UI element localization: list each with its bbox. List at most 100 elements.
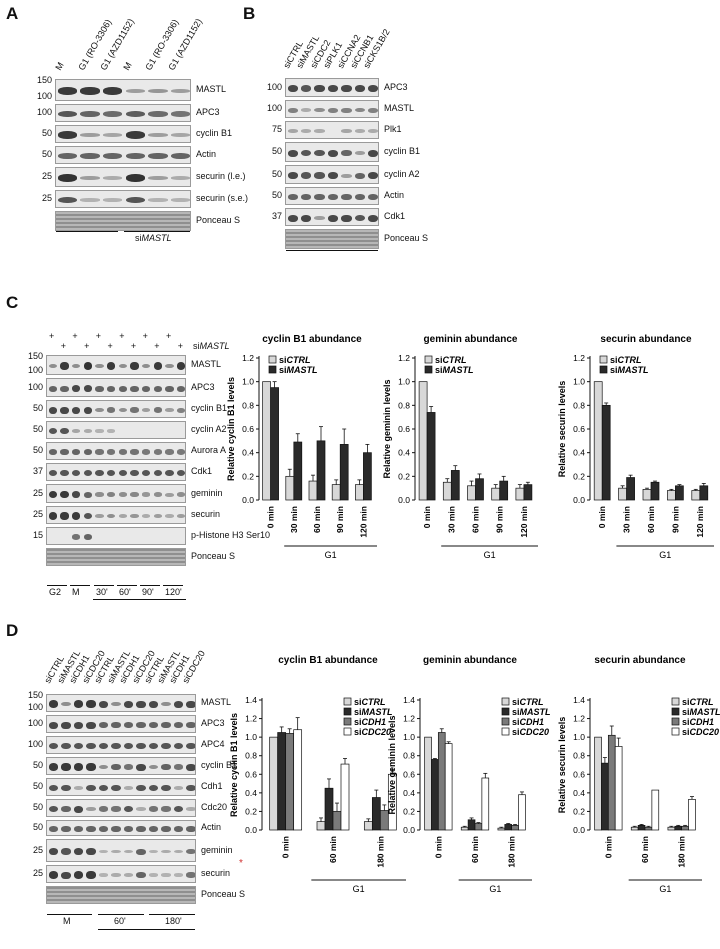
group-underline — [117, 585, 137, 586]
x-axis-label: G1 — [484, 550, 496, 560]
legend-swatch — [671, 717, 680, 726]
protein-band — [186, 700, 195, 708]
blot-strip — [285, 142, 379, 162]
protein-band — [98, 784, 108, 792]
protein-band — [173, 849, 183, 854]
protein-band — [354, 151, 366, 155]
protein-band — [148, 700, 158, 708]
protein-band — [173, 742, 183, 750]
y-tick-label: 1.4 — [573, 695, 585, 705]
bar — [626, 477, 635, 501]
protein-band — [95, 385, 104, 392]
protein-band — [106, 429, 116, 433]
protein-band — [61, 806, 71, 812]
protein-band — [123, 764, 133, 770]
protein-band — [354, 129, 366, 133]
blot-row-label: Aurora A — [191, 445, 227, 455]
blot-row-label: cyclin A2 — [384, 168, 420, 179]
protein-band — [165, 449, 174, 455]
kda-marker: 100 — [27, 365, 43, 375]
protein-band — [148, 742, 158, 750]
protein-band — [80, 176, 100, 180]
y-axis-label: Relative geminin levels — [387, 715, 397, 814]
legend-label: siCDH1 — [354, 717, 386, 727]
protein-band — [98, 873, 108, 877]
timepoint-label: 180' — [165, 916, 182, 926]
protein-band — [125, 89, 146, 93]
timepoint-label: M — [72, 587, 80, 597]
protein-band — [118, 449, 128, 455]
legend-label: siMASTL — [435, 365, 474, 375]
x-tick-label: 0 min — [597, 506, 607, 528]
protein-band — [102, 111, 123, 117]
legend-swatch — [424, 355, 433, 364]
blot-row-label: APC3 — [196, 107, 220, 117]
protein-band — [354, 107, 366, 113]
y-tick-label: 0.8 — [573, 751, 585, 761]
protein-band — [102, 153, 123, 159]
blot-strip — [55, 104, 191, 122]
protein-band — [130, 385, 139, 392]
x-tick-label: 0 min — [603, 836, 613, 858]
plus-sign: + — [84, 341, 90, 351]
protein-band — [60, 427, 69, 435]
legend-gene: CDH1 — [362, 717, 387, 727]
protein-band — [83, 469, 93, 477]
chart-title: cyclin B1 abundance — [278, 655, 378, 666]
protein-band — [125, 196, 146, 204]
y-tick-label: 1.2 — [398, 353, 410, 363]
plus-sign: + — [72, 331, 78, 341]
y-tick-label: 0.8 — [242, 400, 254, 410]
x-tick-label: 30 min — [622, 506, 632, 533]
protein-band — [186, 872, 195, 878]
blot-row-label: p-Histone H3 Ser10 — [191, 530, 271, 540]
y-tick-label: 0.4 — [398, 448, 410, 458]
protein-band — [98, 826, 108, 832]
blot-row-label: securin — [191, 509, 221, 519]
protein-band — [60, 362, 69, 370]
protein-band — [98, 806, 108, 812]
blot-strip — [55, 190, 191, 208]
blot-strip — [46, 442, 186, 460]
protein-band — [176, 362, 185, 370]
y-tick-label: 0.4 — [403, 788, 415, 798]
y-tick-label: 0.0 — [403, 825, 415, 835]
protein-band — [136, 722, 146, 728]
blot-strip — [55, 211, 191, 231]
bar — [675, 485, 684, 501]
protein-band — [141, 385, 151, 392]
kda-marker: 50 — [32, 424, 43, 434]
y-axis-label: Relative securin levels — [557, 717, 567, 814]
protein-band — [61, 701, 71, 707]
blot-strip — [46, 378, 186, 397]
protein-band — [327, 214, 339, 222]
protein-band — [141, 492, 151, 497]
protein-band — [186, 742, 195, 750]
protein-band — [98, 742, 108, 750]
protein-band — [60, 490, 69, 499]
y-tick-label: 1.4 — [403, 695, 415, 705]
protein-band — [176, 514, 185, 518]
protein-band — [161, 764, 171, 770]
legend-label: siMASTL — [512, 707, 551, 717]
protein-band — [153, 492, 163, 497]
protein-band — [327, 107, 339, 113]
legend-label: siMASTL — [279, 365, 318, 375]
protein-band — [118, 407, 128, 413]
protein-band — [48, 363, 58, 369]
x-tick-label: 0 min — [281, 836, 291, 858]
protein-band — [165, 514, 174, 518]
protein-band — [186, 807, 195, 811]
protein-band — [60, 406, 69, 414]
protein-band — [341, 173, 352, 178]
kda-marker: 25 — [32, 844, 43, 855]
protein-band — [161, 722, 171, 728]
protein-band — [95, 514, 104, 518]
legend-swatch — [343, 707, 352, 716]
y-tick-label: 0.2 — [398, 471, 410, 481]
legend-prefix: si — [512, 707, 520, 717]
kda-marker: 37 — [271, 211, 282, 221]
protein-band — [327, 172, 339, 179]
protein-band — [106, 469, 116, 477]
protein-band — [71, 512, 81, 520]
